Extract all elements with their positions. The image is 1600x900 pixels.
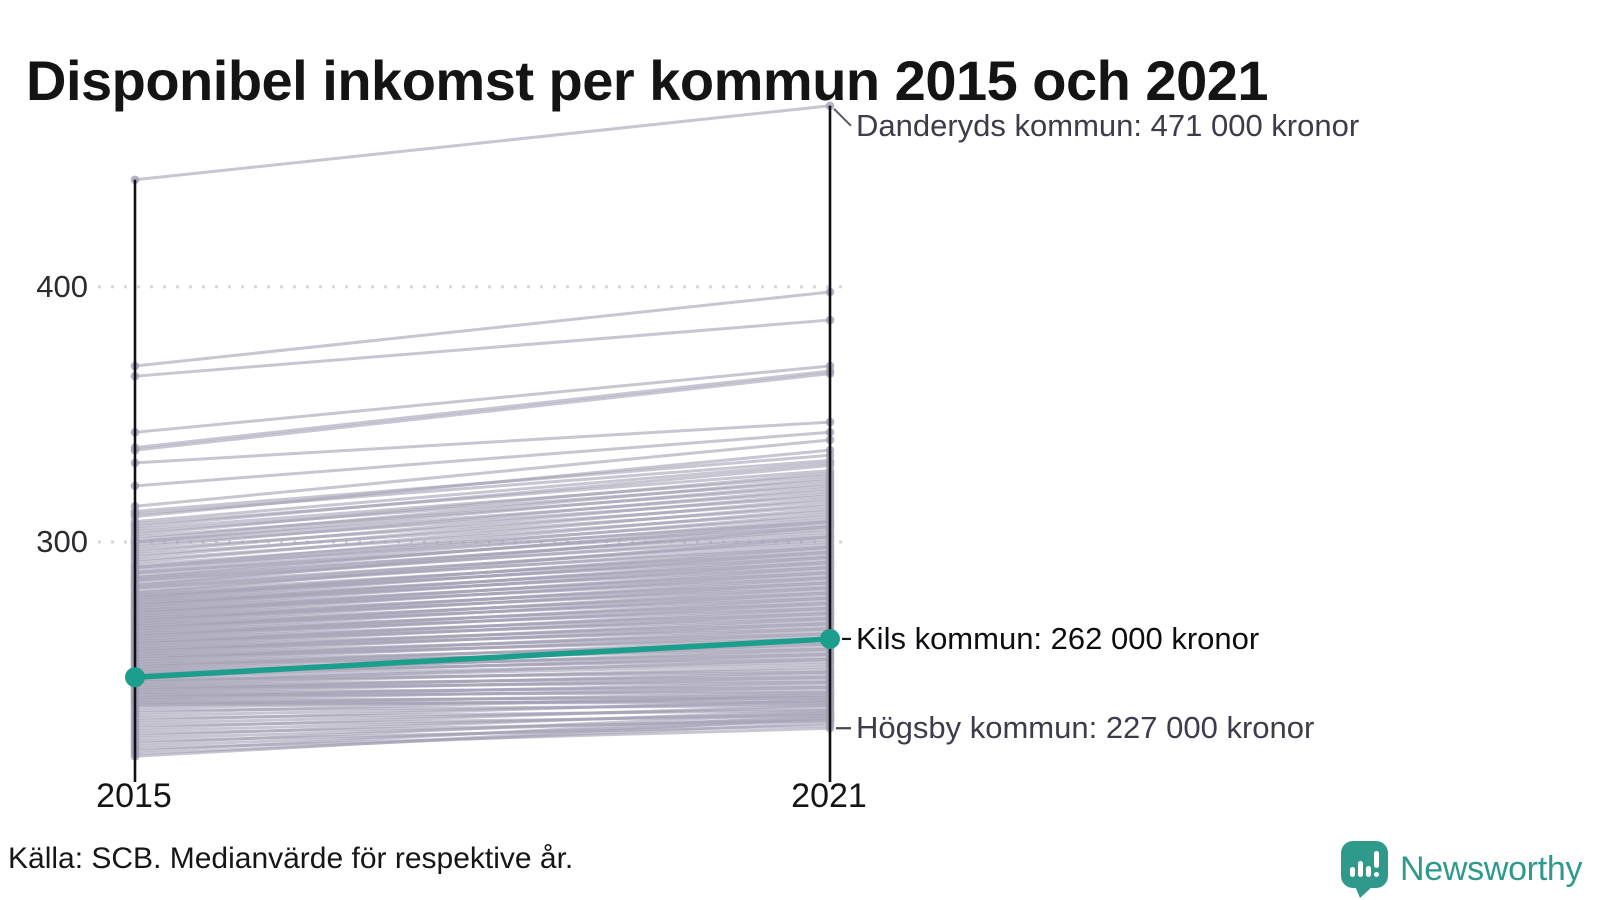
municipality-line — [134, 512, 831, 572]
municipality-line — [134, 611, 831, 649]
highlight-point-2021 — [820, 628, 840, 649]
municipality-line — [134, 448, 831, 518]
municipality-line — [134, 713, 831, 753]
municipality-line — [134, 581, 831, 626]
municipality-line — [134, 591, 831, 633]
municipality-line — [134, 497, 831, 559]
municipality-line — [134, 372, 831, 452]
municipality-line — [134, 104, 831, 182]
municipality-point-2021 — [825, 101, 835, 111]
source-note: Källa: SCB. Medianvärde för respektive å… — [8, 842, 574, 875]
municipality-line — [134, 318, 831, 378]
chart-title: Disponibel inkomst per kommun 2015 och 2… — [26, 48, 1269, 112]
municipality-line — [134, 471, 831, 536]
municipality-line — [134, 290, 831, 368]
municipality-line — [134, 711, 831, 746]
municipality-line — [134, 502, 831, 564]
highlight-line-kils-kommun — [134, 636, 831, 680]
municipality-line — [134, 657, 831, 684]
municipality-line — [134, 545, 831, 600]
annotation-danderyds-kommun: Danderyds kommun: 471 000 kronor — [856, 108, 1360, 143]
municipality-line — [134, 492, 831, 554]
municipality-line — [134, 622, 831, 656]
municipality-line — [134, 550, 831, 603]
municipality-line — [134, 693, 831, 715]
municipality-line — [134, 698, 831, 723]
municipality-line — [134, 560, 831, 610]
municipality-line — [134, 420, 831, 465]
municipality-line — [134, 481, 831, 544]
y-axis-tick-300: 300 — [36, 524, 88, 559]
municipality-line — [134, 476, 831, 541]
municipality-line — [134, 601, 831, 641]
municipality-line — [134, 430, 831, 488]
municipality-line — [134, 461, 831, 524]
municipality-line — [134, 525, 831, 587]
annotation-hogsby-kommun: Högsby kommun: 227 000 kronor — [856, 710, 1315, 745]
municipality-line — [134, 463, 831, 529]
highlight-point-2015 — [125, 667, 145, 688]
newsworthy-logo: Newsworthy — [1340, 840, 1582, 898]
municipality-line — [134, 520, 831, 580]
municipality-line — [134, 675, 831, 695]
municipality-line — [134, 364, 831, 434]
municipality-line — [134, 716, 831, 758]
x-axis-label-2021: 2021 — [791, 777, 867, 815]
municipality-line — [134, 632, 831, 664]
annotation-kils-kommun: Kils kommun: 262 000 kronor — [856, 621, 1260, 656]
municipality-line — [134, 571, 831, 618]
leader-line-0 — [833, 108, 852, 127]
newsworthy-wordmark: Newsworthy — [1400, 849, 1583, 888]
municipality-line — [134, 517, 831, 575]
municipality-line — [134, 685, 831, 702]
newsworthy-logo-icon — [1341, 841, 1388, 898]
municipality-line — [134, 708, 831, 738]
municipality-line — [134, 535, 831, 595]
municipality-line — [134, 703, 831, 730]
municipality-line — [134, 665, 831, 687]
x-axis-label-2015: 2015 — [96, 777, 172, 815]
y-axis-tick-400: 400 — [36, 269, 88, 304]
municipality-line — [134, 369, 831, 450]
municipality-line — [134, 486, 831, 549]
municipality-line — [134, 438, 831, 508]
municipality-line — [134, 507, 831, 570]
